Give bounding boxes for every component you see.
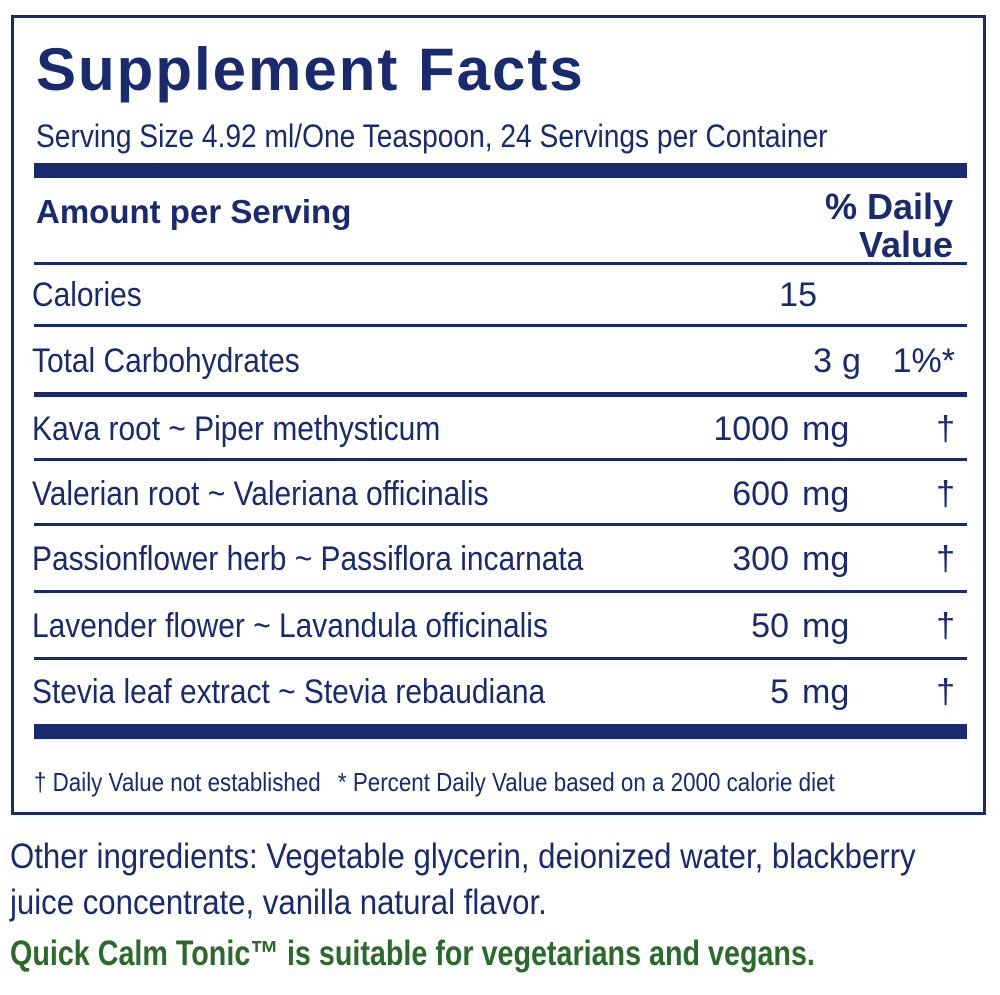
ingredient-row: Kava root ~ Piper methysticum 1000 mg † [32,400,967,458]
ingredient-unit: mg [802,540,850,578]
ingredient-row: Valerian root ~ Valeriana officinalis 60… [32,465,967,523]
ingredient-unit: mg [802,475,850,513]
ingredient-name: Kava root ~ Piper methysticum [32,410,441,448]
other-ingredients: Other ingredients: Vegetable glycerin, d… [10,837,916,922]
serving-size: Serving Size 4.92 ml/One Teaspoon, 24 Se… [36,118,828,154]
amount-per-serving-heading: Amount per Serving [36,193,352,230]
ingredient-row: Lavender flower ~ Lavandula officinalis … [32,597,967,655]
ingredient-amount: 300 [732,540,789,578]
nutrient-amount: 3 [813,342,832,380]
ingredient-row: Stevia leaf extract ~ Stevia rebaudiana … [32,663,967,721]
dagger-footnote: † Daily Value not established [34,767,321,797]
ingredient-name: Valerian root ~ Valeriana officinalis [32,475,489,513]
divider [34,523,967,526]
ingredient-row: Passionflower herb ~ Passiflora incarnat… [32,530,967,588]
ingredient-amount: 5 [770,673,789,711]
ingredient-dv: † [936,475,955,513]
divider [34,262,967,265]
divider [34,458,967,461]
divider-medium [34,392,967,397]
top-thick-bar [34,163,967,178]
footnotes: † Daily Value not established * Percent D… [34,767,835,798]
ingredient-dv: † [936,410,955,448]
ingredient-amount: 1000 [713,410,789,448]
divider [34,657,967,660]
ingredient-name: Stevia leaf extract ~ Stevia rebaudiana [32,673,546,711]
ingredient-name: Lavender flower ~ Lavandula officinalis [32,607,548,645]
divider [34,590,967,593]
nutrient-row-carbohydrates: Total Carbohydrates 3 g 1%* [32,332,967,390]
ingredient-amount: 600 [732,475,789,513]
daily-value-heading-line2: Value [858,224,953,265]
nutrient-unit: g [842,342,861,380]
suitability-statement: Quick Calm Tonic™ is suitable for vegeta… [10,934,815,973]
ingredient-dv: † [936,540,955,578]
nutrient-name: Calories [32,276,142,314]
nutrient-name: Total Carbohydrates [32,342,300,380]
ingredient-dv: † [936,673,955,711]
ingredient-unit: mg [802,410,850,448]
ingredient-unit: mg [802,607,850,645]
nutrient-dv: 1%* [892,342,955,380]
nutrient-row-calories: Calories 15 [32,266,967,324]
percent-footnote: * Percent Daily Value based on a 2000 ca… [337,767,835,797]
divider [34,324,967,327]
daily-value-heading-line1: % Daily [824,186,953,227]
ingredient-unit: mg [802,673,850,711]
panel-title: Supplement Facts [36,36,585,103]
nutrient-amount: 15 [779,276,817,314]
bottom-thick-bar [34,724,967,739]
ingredient-amount: 50 [751,607,789,645]
daily-value-heading: % Daily Value [825,188,953,264]
ingredient-name: Passionflower herb ~ Passiflora incarnat… [32,540,584,578]
supplement-facts-panel: Supplement Facts Serving Size 4.92 ml/On… [11,15,986,815]
ingredient-dv: † [936,607,955,645]
